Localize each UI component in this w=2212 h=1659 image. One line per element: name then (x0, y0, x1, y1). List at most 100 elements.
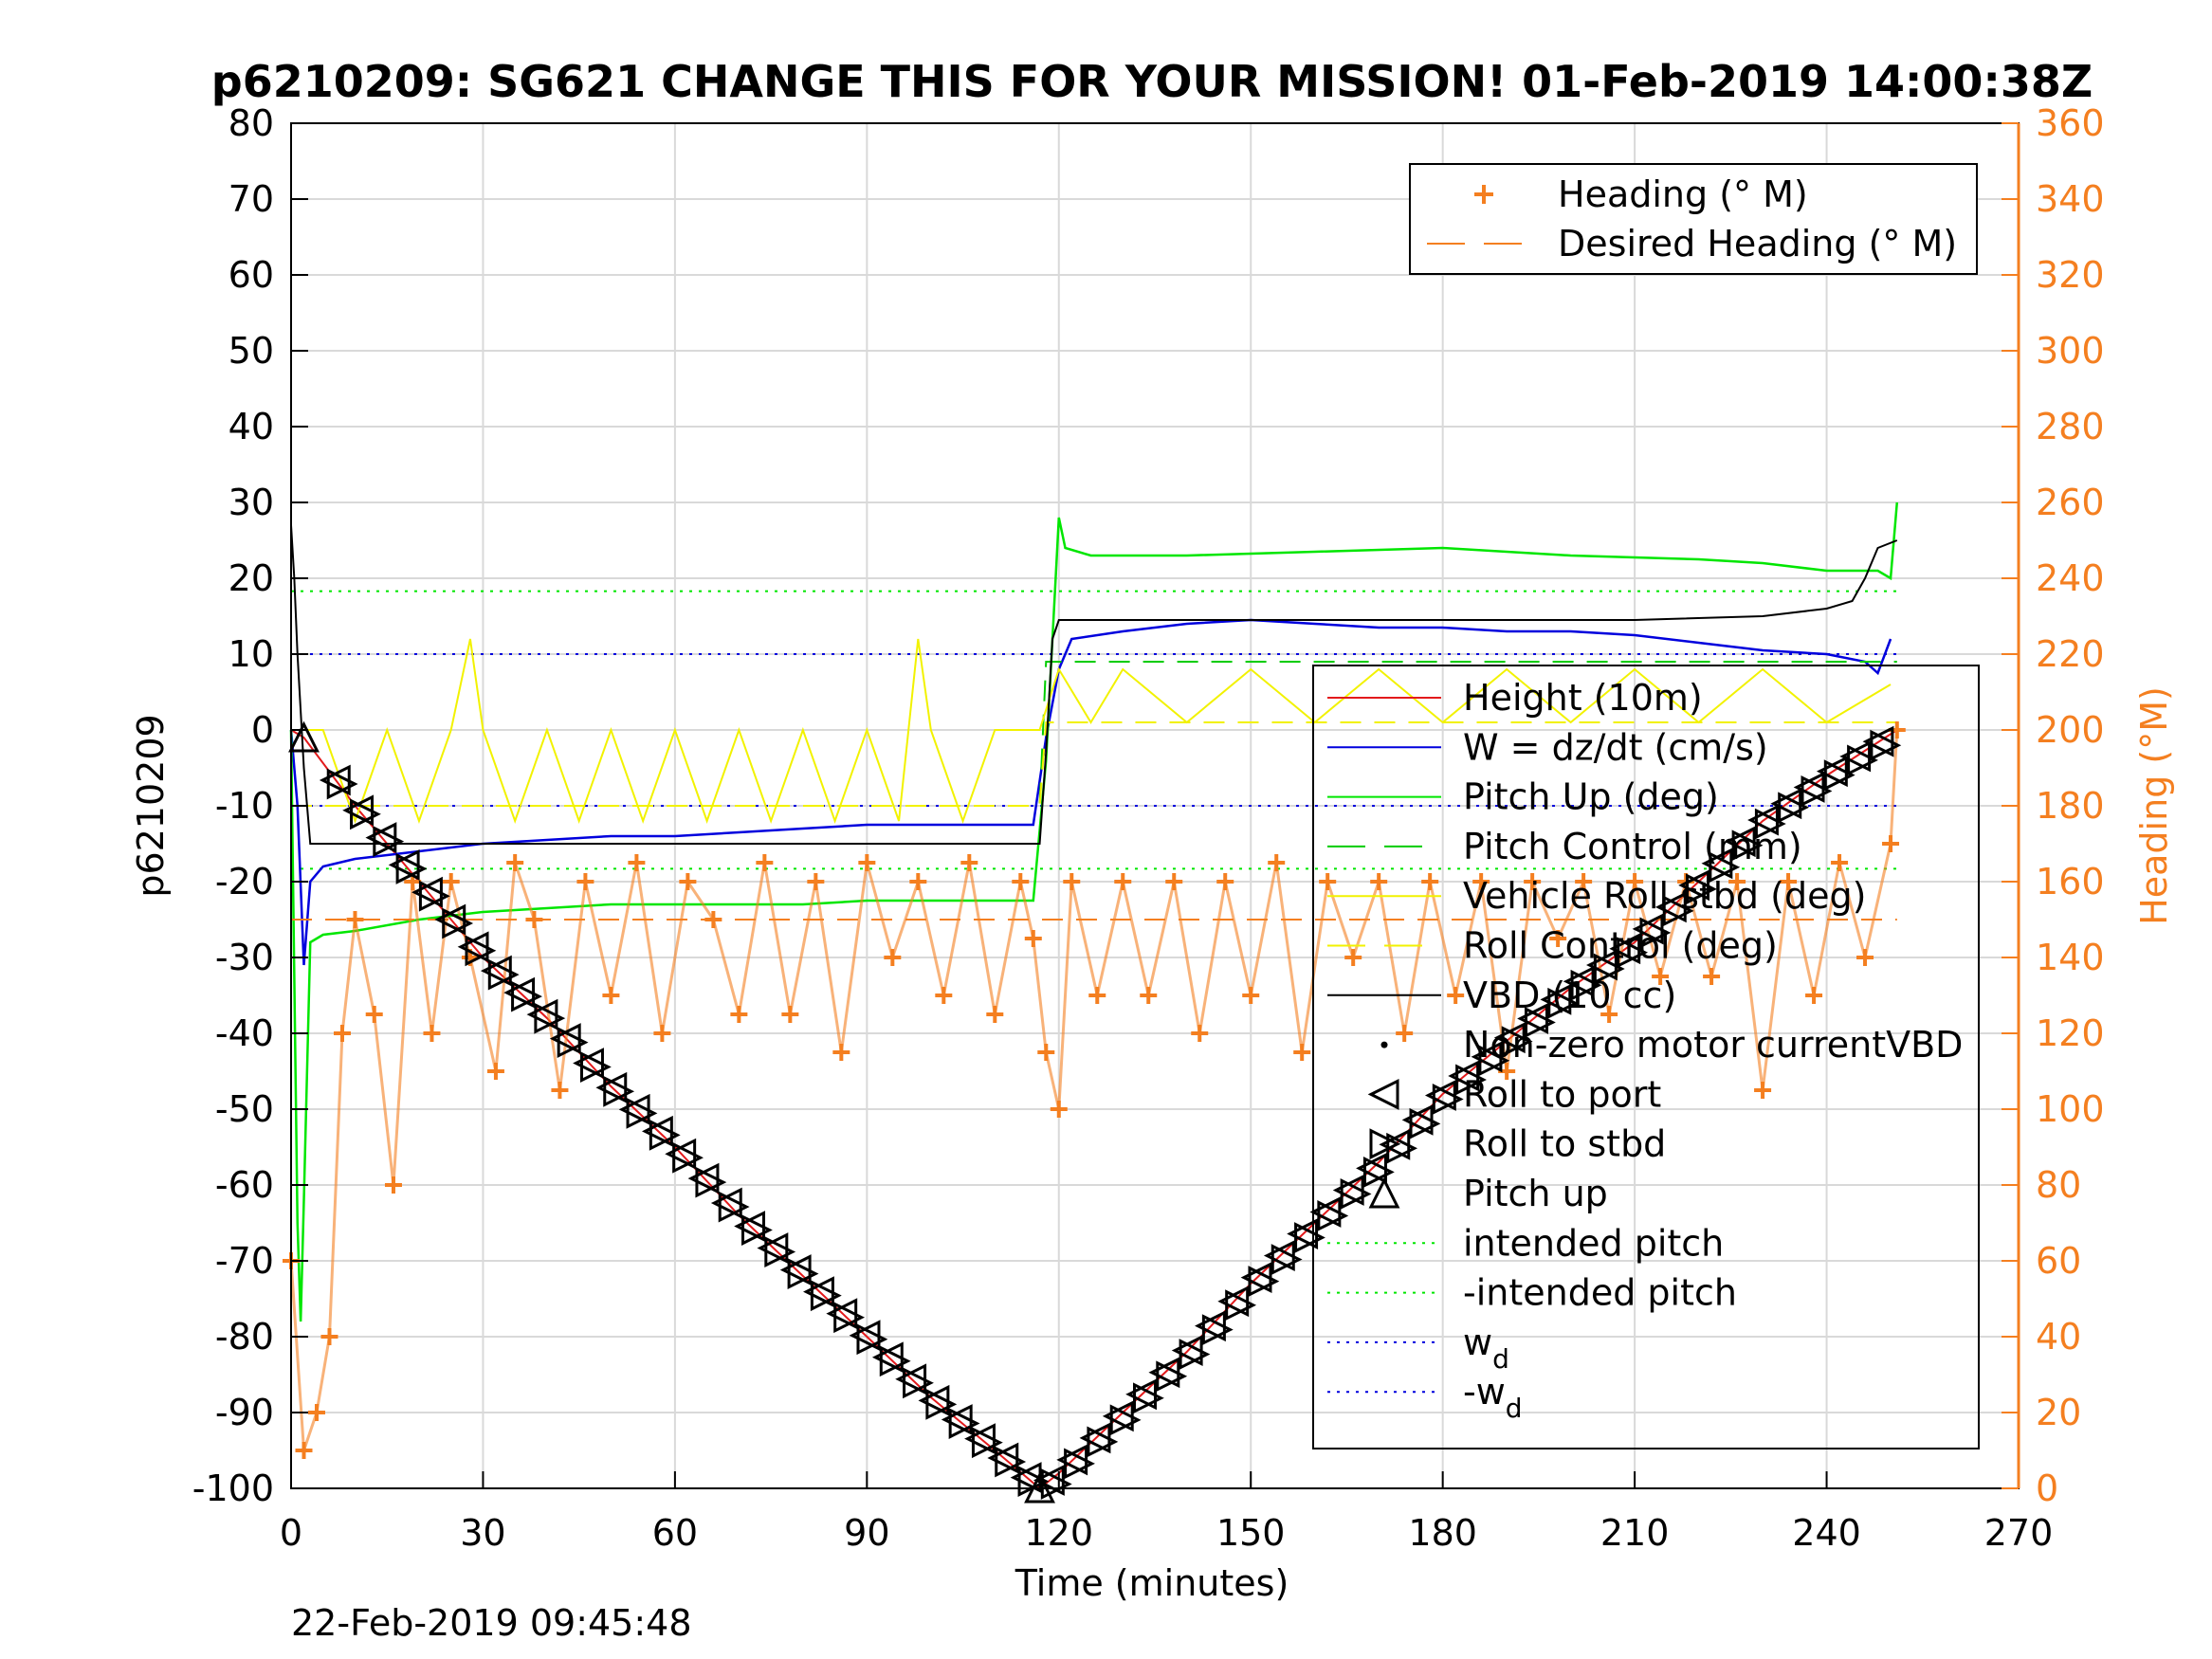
y-right-tick-label: 100 (2036, 1088, 2105, 1130)
y-right-tick-label: 280 (2036, 406, 2105, 447)
roll-stbd-marker (833, 1302, 866, 1334)
pitch-roll-markers (288, 720, 1902, 1504)
roll-stbd-marker (856, 1323, 888, 1356)
roll-stbd-marker (764, 1236, 796, 1267)
roll-stbd-marker (465, 935, 497, 967)
legend-label: Height (10m) (1463, 677, 1703, 719)
roll-stbd-marker (350, 798, 381, 830)
roll-stbd-marker (395, 852, 428, 884)
legend-symbol (1380, 1041, 1388, 1048)
roll-stbd-marker (1294, 1222, 1325, 1253)
roll-stbd-marker (1870, 729, 1902, 761)
y-right-tick-label: 180 (2036, 785, 2105, 827)
y-axis-right-label: Heading (°M) (2133, 686, 2175, 925)
roll-stbd-marker (626, 1097, 658, 1129)
roll-stbd-marker (1156, 1360, 1188, 1393)
y-left-tick-label: -100 (192, 1468, 274, 1509)
y-left-tick-label: -80 (215, 1316, 274, 1358)
vehicle-roll-stbd-deg-line (291, 638, 1892, 825)
roll-stbd-marker (1501, 1026, 1533, 1058)
y-left-tick-label: -50 (215, 1088, 274, 1130)
legend-label: W = dz/dt (cm/s) (1463, 726, 1768, 768)
y-right-tick-label: 240 (2036, 557, 2105, 599)
roll-stbd-marker (487, 958, 520, 991)
roll-stbd-marker (1201, 1314, 1234, 1346)
roll-stbd-marker (1248, 1266, 1280, 1298)
roll-stbd-marker (1709, 851, 1741, 884)
x-tick-label: 90 (844, 1512, 889, 1554)
roll-stbd-marker (948, 1408, 980, 1439)
roll-stbd-marker (1064, 1448, 1095, 1480)
y-left-tick-label: -10 (215, 785, 274, 827)
x-tick-label: 150 (1216, 1512, 1286, 1554)
roll-stbd-marker (1225, 1289, 1257, 1322)
roll-stbd-marker (649, 1119, 681, 1151)
y-right-tick-label: 260 (2036, 482, 2105, 523)
roll-stbd-marker (326, 768, 358, 800)
pitch-up-deg-line (289, 501, 1899, 1322)
roll-stbd-marker (603, 1075, 635, 1107)
roll-stbd-marker (418, 880, 450, 912)
roll-stbd-marker (442, 907, 474, 939)
roll-stbd-marker (1317, 1200, 1349, 1231)
roll-stbd-marker (1179, 1339, 1211, 1370)
roll-stbd-marker (1593, 953, 1625, 985)
legend-label: Roll to port (1463, 1073, 1661, 1115)
legend-main: Height (10m) W = dz/dt (cm/s) Pitch Up (de… (1312, 665, 1980, 1449)
legend-heading-label: Desired Heading (° M) (1558, 223, 1957, 264)
y-left-tick-label: 30 (229, 482, 274, 523)
x-axis: 0 30 60 90 120 150 180 210 240 270 (280, 1471, 2053, 1554)
y-left-tick-label: 40 (229, 406, 274, 447)
y-right-tick-label: 20 (2036, 1392, 2081, 1433)
roll-stbd-marker (1662, 895, 1694, 927)
roll-stbd-marker (810, 1280, 842, 1312)
y-right-tick-label: 160 (2036, 861, 2105, 902)
legend-label: Pitch Control (mm) (1463, 826, 1802, 867)
x-tick-label: 180 (1408, 1512, 1477, 1554)
legend-heading-symbol (1474, 185, 1493, 204)
legend-label: Roll to stbd (1463, 1123, 1666, 1165)
y-axis-left: 80 70 60 50 40 30 20 10 0 -10 -20 -30 -40 -50 -60 -70 -8… (192, 102, 308, 1509)
roll-stbd-marker (1362, 1156, 1395, 1188)
y-right-tick-label: 320 (2036, 254, 2105, 296)
roll-stbd-marker (1847, 744, 1878, 776)
y-right-tick-label: 220 (2036, 633, 2105, 675)
roll-stbd-marker (1478, 1045, 1510, 1077)
legend-heading-box (1409, 163, 1978, 275)
roll-stbd-marker (1731, 830, 1764, 862)
roll-stbd-marker (1778, 792, 1810, 824)
roll-stbd-marker (1547, 987, 1580, 1019)
y-right-tick-label: 360 (2036, 102, 2105, 144)
y-left-tick-label: -20 (215, 861, 274, 902)
y-left-tick-label: -40 (215, 1012, 274, 1054)
legend-symbol (1367, 1078, 1399, 1110)
legend-main-box (1312, 665, 1980, 1449)
roll-stbd-marker (1133, 1382, 1164, 1414)
x-tick-label: 210 (1600, 1512, 1670, 1554)
roll-stbd-marker (1524, 1007, 1556, 1038)
roll-stbd-marker (971, 1427, 1003, 1459)
roll-stbd-marker (1639, 917, 1672, 949)
roll-stbd-marker (1040, 1468, 1072, 1500)
roll-stbd-marker (579, 1051, 612, 1083)
y-left-tick-label: -90 (215, 1392, 274, 1433)
y-left-tick-label: -70 (215, 1240, 274, 1282)
roll-stbd-marker (1801, 775, 1833, 807)
roll-control-deg-line (291, 721, 1897, 807)
grid (290, 122, 2020, 1489)
x-tick-label: 270 (1984, 1512, 2054, 1554)
legend-label: VBD (10 cc) (1463, 975, 1676, 1016)
legend-symbol (1368, 1176, 1400, 1209)
roll-stbd-marker (1340, 1178, 1372, 1210)
legend-symbol (1369, 1128, 1401, 1160)
reference-lines (291, 590, 1897, 870)
legend-label: Roll Control (deg) (1463, 925, 1778, 967)
y-right-tick-label: 300 (2036, 330, 2105, 372)
pitch-up-marker (288, 720, 320, 753)
x-tick-label: 60 (652, 1512, 698, 1554)
y-left-tick-label: 50 (229, 330, 274, 372)
x-axis-label: Time (minutes) (1015, 1562, 1289, 1604)
roll-stbd-marker (787, 1258, 819, 1290)
x-tick-label: 240 (1792, 1512, 1861, 1554)
